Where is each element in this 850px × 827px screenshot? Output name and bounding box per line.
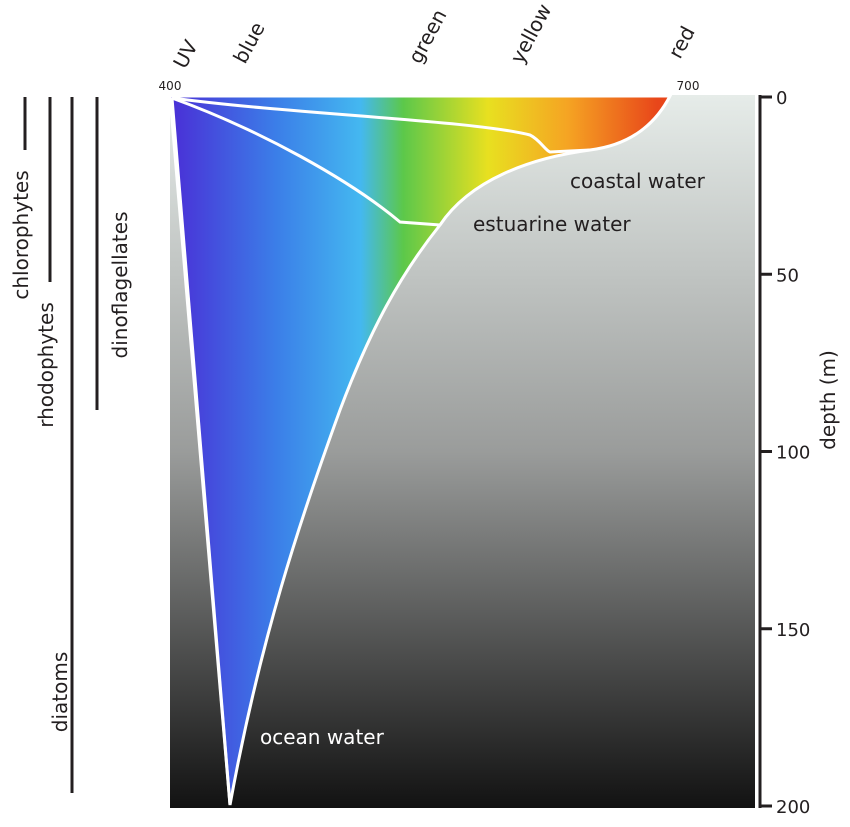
axis-title: depth (m) bbox=[816, 350, 840, 450]
spectrum-label: green bbox=[403, 5, 451, 67]
wavelength-label: 400 bbox=[159, 79, 182, 93]
tick-label: 200 bbox=[776, 797, 810, 818]
algae-label: dinoflagellates bbox=[108, 212, 132, 359]
coastal-line bbox=[171, 96, 591, 154]
tick-label: 50 bbox=[776, 265, 799, 286]
algae-label: diatoms bbox=[48, 652, 72, 733]
tick-label: 150 bbox=[776, 620, 810, 641]
tick-label: 0 bbox=[776, 88, 787, 109]
water-label: ocean water bbox=[260, 725, 385, 749]
water-label: estuarine water bbox=[473, 212, 631, 236]
spectrum-label: red bbox=[663, 22, 700, 62]
wavelength-label: 700 bbox=[677, 79, 700, 93]
spectrum-label: yellow bbox=[505, 0, 556, 67]
tick-label: 100 bbox=[776, 443, 810, 464]
estuarine-line bbox=[171, 96, 441, 227]
water-label: coastal water bbox=[570, 169, 706, 193]
spectrum-label: UV bbox=[168, 36, 203, 73]
light-region bbox=[168, 94, 673, 806]
algae-label: chlorophytes bbox=[9, 170, 33, 299]
algae-label: rhodophytes bbox=[34, 302, 58, 428]
spectrum-label: blue bbox=[228, 18, 269, 67]
ocean-line bbox=[170, 97, 232, 806]
